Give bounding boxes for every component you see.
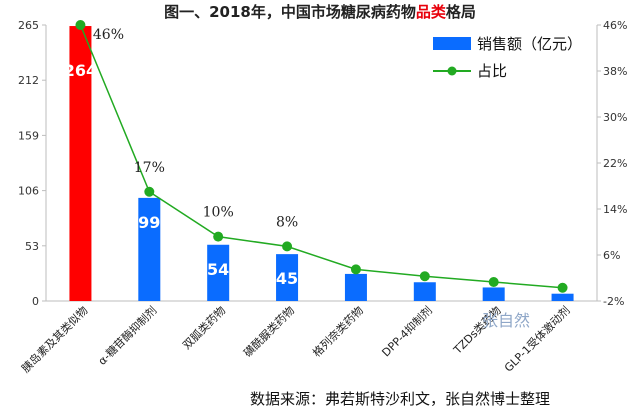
chart-title-suffix: 格局 [446,3,476,21]
y-left-tick-label: 265 [18,19,39,32]
share-point [350,264,361,275]
y-left-tick-label: 212 [18,74,39,87]
legend-bar-swatch [433,37,471,50]
share-point [419,271,430,282]
share-point [213,231,224,242]
chart-title-highlight: 品类 [416,3,447,21]
share-value-label: 17% [134,160,165,176]
share-point [282,241,293,252]
y-right-tick-label: 6% [603,249,620,262]
y-left-tick-label: 159 [18,129,39,142]
y-right-tick-label: -2% [603,295,624,308]
bar [551,293,574,301]
y-right-tick-label: 38% [603,65,627,78]
share-value-label: 8% [276,214,298,230]
x-category-label: 双胍类药物 [180,303,229,352]
legend: 销售额（亿元） 占比 [433,35,582,80]
share-point [488,277,499,288]
bar-value-label: 99 [138,213,160,232]
share-point [144,186,155,197]
chart-title-prefix: 图一、2018年，中国市场糖尿病药物 [164,3,416,21]
x-category-label: 磺酰脲类药物 [241,303,298,360]
x-category-label: 胰岛素及其类似物 [18,303,90,375]
bar-value-label: 45 [276,269,298,288]
plot-area: 0 53 106 159 212 265 -2% 6% 14% 22% 30% 38% 46% 264 99… [18,19,627,375]
source-note: 数据来源：弗若斯特沙利文，张自然博士整理 [250,390,550,408]
bar [413,282,436,301]
share-value-label: 46% [93,27,124,43]
share-line [79,24,563,289]
share-point [557,282,568,293]
legend-line-marker [447,66,457,76]
legend-bar-label: 销售额（亿元） [477,35,582,53]
y-right-tick-label: 46% [603,19,627,32]
share-point [75,20,86,30]
y-left-tick-label: 106 [18,185,39,198]
bar [69,26,92,302]
y-right-tick-label: 22% [603,157,627,170]
y-left-tick-label: 0 [32,295,39,308]
y-left-tick-label: 53 [25,240,39,253]
bar [276,254,299,301]
x-category-label: 格列奈类药物 [309,303,366,360]
bar-value-label: 264 [64,61,97,80]
bar [344,273,367,301]
bar [482,287,505,301]
y-right-tick-label: 30% [603,111,627,124]
x-category-label: DPP-4抑制剂 [379,303,435,359]
share-value-label: 10% [203,205,234,221]
x-category-label: α-糖苷酶抑制剂 [95,303,160,368]
bar [138,197,161,301]
watermark: 张自然 [482,311,530,330]
chart-title: 图一、2018年，中国市场糖尿病药物品类格局 [164,3,476,21]
bar [207,244,230,301]
bar-value-label: 54 [207,260,229,279]
legend-line-label: 占比 [477,62,507,80]
y-right-tick-label: 14% [603,203,627,216]
